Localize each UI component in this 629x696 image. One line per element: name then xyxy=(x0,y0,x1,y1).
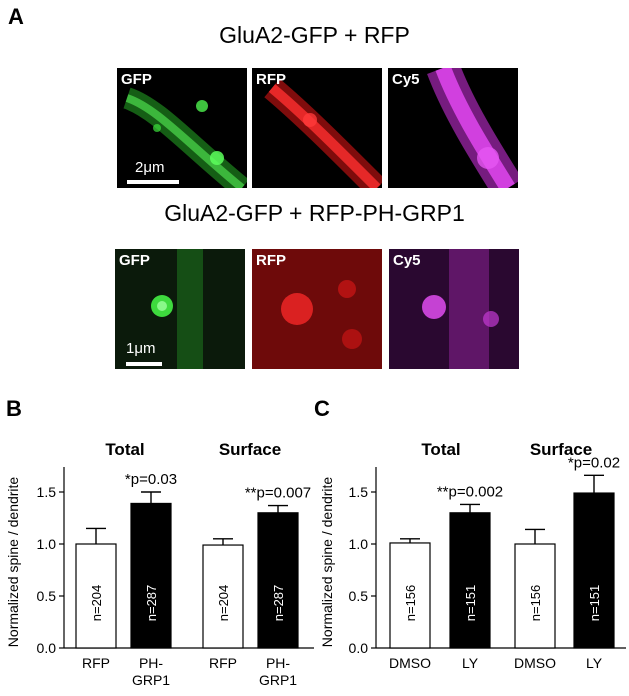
x-category-label: LY xyxy=(462,655,479,671)
scale-bar-label-row1: 2μm xyxy=(135,159,165,176)
y-tick-label: 0.0 xyxy=(349,640,369,656)
micrograph-cy5-row2-label: Cy5 xyxy=(393,252,421,269)
chart-b-ylabel: Normalized spine / dendrite xyxy=(5,477,21,648)
condition-title-1: GluA2-GFP + RFP xyxy=(219,22,410,48)
micrograph-gfp-row1: GFP 2μm xyxy=(117,68,247,188)
bar-n-label: n=287 xyxy=(144,585,159,622)
micrograph-cy5-row2-art xyxy=(389,249,519,369)
micrograph-gfp-row2-art xyxy=(115,249,245,369)
bar-n-label: n=204 xyxy=(216,585,231,622)
chart-c-plot: 0.0 0.5 1.0 1.5 n=156 DMSO n=151 **p=0.002 LY n=1… xyxy=(349,454,626,671)
x-category-label: RFP xyxy=(209,655,237,671)
significance-label: **p=0.002 xyxy=(437,483,503,500)
micrograph-rfp-row1: RFP xyxy=(252,68,382,188)
micrograph-gfp-row2-label: GFP xyxy=(119,252,150,269)
micrograph-gfp-row1-art xyxy=(117,68,247,188)
micrograph-rfp-row2-label: RFP xyxy=(256,252,286,269)
chart-c-ylabel: Normalized spine / dendrite xyxy=(319,477,335,648)
y-tick-label: 0.5 xyxy=(37,588,57,604)
bar xyxy=(389,542,431,649)
micrograph-rfp-row1-label: RFP xyxy=(256,71,286,88)
micrograph-rfp-row2: RFP xyxy=(252,249,382,369)
y-tick-label: 1.5 xyxy=(349,484,369,500)
micrograph-rfp-row2-art xyxy=(252,249,382,369)
panel-letter-b: B xyxy=(6,396,22,421)
bar-n-label: n=151 xyxy=(587,585,602,622)
x-category-label-line2: GRP1 xyxy=(132,672,170,688)
x-category-label: DMSO xyxy=(514,655,556,671)
micrograph-rfp-row1-art xyxy=(252,68,382,188)
panel-letter-a: A xyxy=(8,4,24,29)
bar-n-label: n=287 xyxy=(271,585,286,622)
x-category-label: PH- xyxy=(266,655,290,671)
bar xyxy=(514,543,556,649)
x-category-label: DMSO xyxy=(389,655,431,671)
scale-bar-row1 xyxy=(127,180,179,184)
y-tick-label: 1.0 xyxy=(349,536,369,552)
bar xyxy=(449,512,491,649)
bar xyxy=(257,512,299,649)
condition-title-2: GluA2-GFP + RFP-PH-GRP1 xyxy=(164,200,465,226)
bar-n-label: n=156 xyxy=(528,585,543,622)
micrograph-cy5-row1-art xyxy=(388,68,518,188)
bar xyxy=(75,543,117,649)
chart-c-group-surface: Surface xyxy=(530,440,592,459)
y-tick-label: 1.5 xyxy=(37,484,57,500)
micrograph-gfp-row1-label: GFP xyxy=(121,71,152,88)
micrograph-cy5-row1-label: Cy5 xyxy=(392,71,420,88)
micrograph-cy5-row1: Cy5 xyxy=(388,68,518,188)
chart-b-group-total: Total xyxy=(105,440,144,459)
significance-label: **p=0.007 xyxy=(245,485,311,502)
significance-label: *p=0.02 xyxy=(568,454,620,471)
x-category-label: RFP xyxy=(82,655,110,671)
bar-n-label: n=156 xyxy=(403,585,418,622)
y-tick-label: 0.5 xyxy=(349,588,369,604)
chart-b-group-surface: Surface xyxy=(219,440,281,459)
scale-bar-row2 xyxy=(126,362,162,366)
micrograph-cy5-row2: Cy5 xyxy=(389,249,519,369)
y-tick-label: 0.0 xyxy=(37,640,57,656)
bar-n-label: n=151 xyxy=(463,585,478,622)
bar-chart-b: B Total Surface Normalized spine / dendr… xyxy=(5,396,314,688)
chart-b-plot: 0.00.51.01.5n=204RFPn=287*p=0.03PH-GRP1n… xyxy=(37,467,314,688)
x-category-label: PH- xyxy=(139,655,163,671)
x-category-label-line2: GRP1 xyxy=(259,672,297,688)
micrograph-gfp-row2: GFP 1μm xyxy=(115,249,245,369)
bar xyxy=(202,544,244,649)
bar xyxy=(573,492,615,649)
x-category-label: LY xyxy=(586,655,603,671)
bar-n-label: n=204 xyxy=(89,585,104,622)
y-tick-label: 1.0 xyxy=(37,536,57,552)
bar-chart-c: C Total Surface Normalized spine / dendr… xyxy=(314,396,626,671)
significance-label: *p=0.03 xyxy=(125,471,177,488)
scale-bar-label-row2: 1μm xyxy=(126,340,156,357)
bar xyxy=(130,502,172,649)
chart-c-group-total: Total xyxy=(421,440,460,459)
panel-letter-c: C xyxy=(314,396,330,421)
